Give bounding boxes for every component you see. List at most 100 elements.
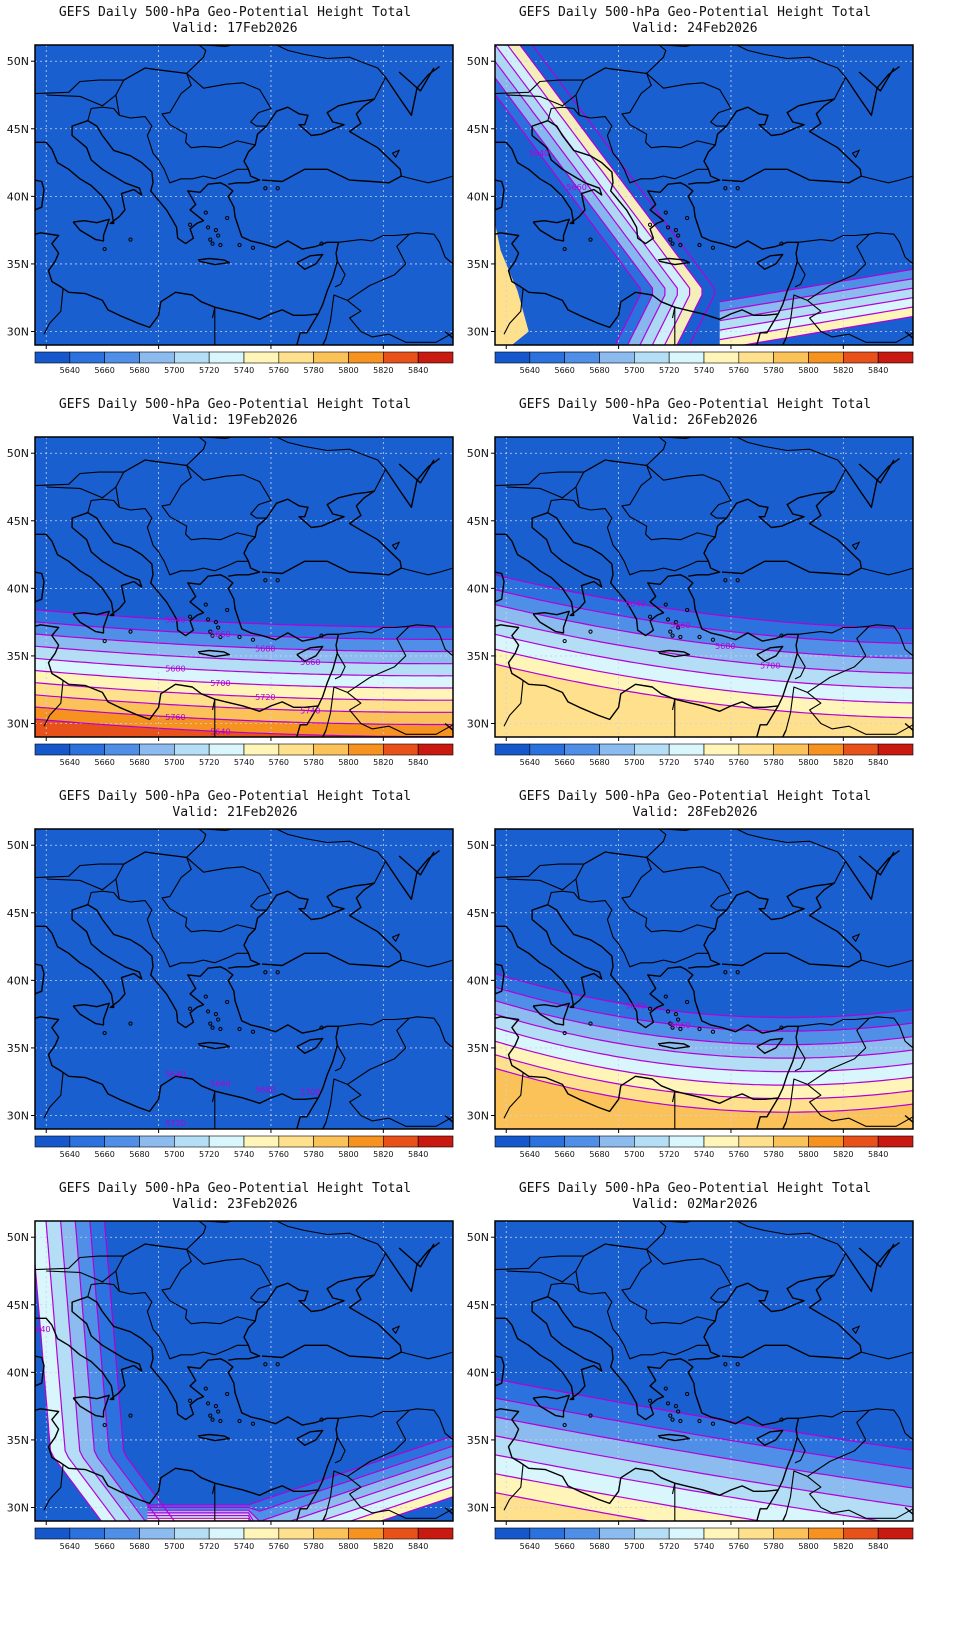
- colorbar-label: 5680: [589, 1542, 609, 1551]
- height-band: [35, 694, 453, 725]
- country-border: [334, 652, 346, 680]
- contour-line: [507, 45, 691, 345]
- colorbar-swatch: [243, 1135, 280, 1148]
- colorbar-label: 5720: [199, 758, 219, 767]
- island: [218, 242, 223, 248]
- country-border: [621, 73, 716, 149]
- contour-label: 5700: [760, 661, 780, 670]
- height-band: [495, 604, 913, 674]
- coastline: [858, 67, 895, 92]
- coastline: [398, 851, 435, 876]
- colorbar-swatch: [278, 1135, 314, 1148]
- contour-line: [35, 657, 453, 677]
- height-band: [495, 1398, 913, 1489]
- colorbar-swatch: [564, 743, 600, 756]
- colorbar-swatch: [348, 1135, 384, 1148]
- coastline: [858, 459, 895, 484]
- colorbar-swatch: [634, 351, 670, 364]
- island: [208, 629, 213, 634]
- height-band: [495, 1054, 913, 1113]
- colorbar-label: 5700: [624, 758, 644, 767]
- island: [213, 228, 219, 233]
- country-border: [211, 307, 216, 319]
- lat-tick-label: 50N: [467, 55, 489, 68]
- colorbar-label: 5840: [408, 1542, 428, 1551]
- coastline: [756, 705, 779, 737]
- colorbar-swatch: [69, 1527, 105, 1540]
- contour-label: 5640: [625, 599, 645, 608]
- map-canvas: 50N45N40N35N30N10E20E30E40E5640566056805…: [467, 1220, 914, 1551]
- lat-tick-label: 30N: [7, 1501, 29, 1514]
- colorbar-label: 5640: [520, 758, 540, 767]
- colorbar-label: 5760: [729, 1542, 749, 1551]
- coastline: [322, 1513, 327, 1521]
- colorbar-swatch: [208, 1135, 245, 1148]
- country-border: [325, 1017, 410, 1123]
- contour-label: 5640: [165, 616, 185, 625]
- island: [663, 602, 668, 607]
- contour-label: 5660: [670, 621, 690, 630]
- lat-tick-label: 40N: [467, 1366, 489, 1379]
- island: [676, 1409, 681, 1414]
- lat-tick-label: 30N: [467, 717, 489, 730]
- country-border: [338, 624, 453, 657]
- island: [779, 633, 784, 638]
- island: [562, 638, 567, 644]
- colorbar-swatch: [599, 1527, 635, 1540]
- island: [208, 237, 213, 242]
- lat-tick-label: 30N: [467, 1109, 489, 1122]
- country-border: [325, 233, 410, 339]
- island: [216, 625, 221, 630]
- contour-label: 5640: [625, 1002, 645, 1011]
- country-border: [401, 567, 453, 576]
- contour-line: [35, 706, 453, 726]
- country-border: [503, 1072, 524, 1119]
- country-border: [646, 45, 667, 74]
- colorbar-swatch: [668, 743, 705, 756]
- colorbar-label: 5800: [338, 1542, 358, 1551]
- lat-tick-label: 30N: [467, 325, 489, 338]
- island: [723, 1362, 728, 1367]
- contour-line: [147, 1445, 453, 1512]
- lake-outline: [391, 1325, 401, 1335]
- colorbar-label: 5780: [763, 1150, 783, 1159]
- country-border: [646, 437, 667, 466]
- coastline: [495, 120, 603, 225]
- lat-tick-label: 45N: [7, 1299, 29, 1312]
- island: [670, 1025, 675, 1030]
- country-border: [347, 691, 453, 735]
- coastline: [532, 1394, 570, 1418]
- colorbar-swatch: [208, 743, 245, 756]
- country-border: [35, 851, 187, 879]
- contour-label: 5680: [715, 642, 735, 651]
- colorbar-label: 5780: [763, 758, 783, 767]
- island: [203, 1386, 208, 1391]
- colorbar-swatch: [877, 351, 914, 364]
- colorbar-swatch: [383, 743, 419, 756]
- colorbar-label: 5820: [373, 758, 393, 767]
- island: [723, 186, 728, 191]
- country-border: [506, 878, 577, 891]
- colorbar-label: 5720: [659, 758, 679, 767]
- coastline: [756, 1097, 779, 1129]
- colorbar-swatch: [139, 743, 175, 756]
- island: [208, 1021, 213, 1026]
- height-band: [495, 574, 913, 644]
- colorbar-label: 5660: [554, 1542, 574, 1551]
- contour-label: 5760: [165, 713, 185, 722]
- island: [237, 1418, 242, 1424]
- colorbar-swatch: [348, 351, 384, 364]
- colorbar-swatch: [69, 351, 105, 364]
- colorbar-label: 5840: [868, 366, 888, 375]
- contour-label: 5660: [210, 630, 230, 639]
- colorbar-label: 5820: [373, 1150, 393, 1159]
- colorbar-swatch: [278, 351, 314, 364]
- contour-line: [495, 1397, 913, 1470]
- contour-label: 5660: [567, 183, 587, 192]
- panel-title: GEFS Daily 500-hPa Geo-Potential Height …: [58, 1181, 412, 1196]
- coastline: [782, 1121, 787, 1129]
- country-border: [203, 437, 387, 492]
- lat-tick-label: 45N: [467, 515, 489, 528]
- country-border: [347, 1083, 453, 1127]
- island: [216, 233, 221, 238]
